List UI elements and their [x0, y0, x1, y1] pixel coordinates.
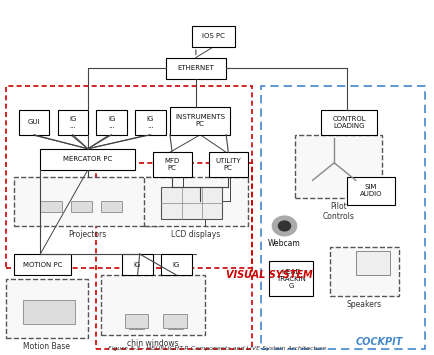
- FancyBboxPatch shape: [161, 254, 191, 275]
- Text: Speakers: Speakers: [346, 300, 381, 309]
- FancyBboxPatch shape: [135, 110, 165, 135]
- Text: SIM
AUDIO: SIM AUDIO: [359, 184, 381, 197]
- FancyBboxPatch shape: [40, 149, 135, 170]
- FancyBboxPatch shape: [57, 110, 88, 135]
- FancyBboxPatch shape: [122, 254, 152, 275]
- FancyBboxPatch shape: [152, 152, 191, 177]
- Text: Pilot
Controls: Pilot Controls: [322, 202, 354, 222]
- Text: MOTION PC: MOTION PC: [23, 262, 62, 268]
- Text: MERCATOR PC: MERCATOR PC: [63, 156, 112, 162]
- FancyBboxPatch shape: [70, 201, 92, 212]
- Text: HEAD
TRACKIN
G: HEAD TRACKIN G: [276, 269, 305, 289]
- Text: ETHERNET: ETHERNET: [177, 65, 214, 71]
- Text: IOS PC: IOS PC: [201, 33, 224, 39]
- Text: Webcam: Webcam: [267, 239, 300, 248]
- Text: INSTRUMENTS
PC: INSTRUMENTS PC: [175, 114, 225, 127]
- FancyBboxPatch shape: [346, 177, 394, 205]
- FancyBboxPatch shape: [355, 251, 389, 275]
- FancyBboxPatch shape: [19, 110, 49, 135]
- FancyBboxPatch shape: [295, 135, 381, 198]
- Text: COCKPIT: COCKPIT: [355, 337, 402, 347]
- FancyBboxPatch shape: [170, 106, 230, 135]
- Text: Figure 3-3 - HELIFLIGHT-R Components and LIVE System Architecture: Figure 3-3 - HELIFLIGHT-R Components and…: [108, 345, 326, 350]
- Text: MFD
PC: MFD PC: [164, 158, 179, 171]
- FancyBboxPatch shape: [96, 110, 126, 135]
- Text: IG: IG: [134, 262, 141, 268]
- Circle shape: [278, 221, 290, 231]
- FancyBboxPatch shape: [40, 201, 62, 212]
- Text: LCD displays: LCD displays: [171, 230, 220, 239]
- FancyBboxPatch shape: [101, 275, 204, 335]
- Text: chin windows: chin windows: [127, 339, 178, 348]
- FancyBboxPatch shape: [101, 201, 122, 212]
- FancyBboxPatch shape: [208, 152, 247, 177]
- FancyBboxPatch shape: [124, 314, 148, 328]
- Text: Motion Base: Motion Base: [23, 343, 70, 351]
- FancyBboxPatch shape: [191, 26, 234, 47]
- FancyBboxPatch shape: [320, 110, 377, 135]
- Text: IG
...: IG ...: [69, 116, 76, 129]
- Text: GUI: GUI: [27, 119, 40, 125]
- Text: VISUAL SYSTEM: VISUAL SYSTEM: [226, 270, 312, 280]
- FancyBboxPatch shape: [14, 254, 70, 275]
- Text: Projectors: Projectors: [69, 230, 107, 239]
- FancyBboxPatch shape: [165, 58, 226, 78]
- FancyBboxPatch shape: [14, 177, 161, 226]
- FancyBboxPatch shape: [6, 279, 88, 338]
- Text: UTILITY
PC: UTILITY PC: [215, 158, 240, 171]
- FancyBboxPatch shape: [23, 300, 75, 324]
- FancyBboxPatch shape: [163, 314, 187, 328]
- Text: IG
...: IG ...: [108, 116, 115, 129]
- Circle shape: [272, 216, 296, 236]
- FancyBboxPatch shape: [161, 187, 221, 219]
- FancyBboxPatch shape: [269, 261, 312, 296]
- Text: CONTROL
LOADING: CONTROL LOADING: [332, 116, 365, 129]
- Text: IG
...: IG ...: [147, 116, 154, 129]
- Text: IG: IG: [172, 262, 180, 268]
- FancyBboxPatch shape: [329, 247, 398, 296]
- FancyBboxPatch shape: [144, 177, 247, 226]
